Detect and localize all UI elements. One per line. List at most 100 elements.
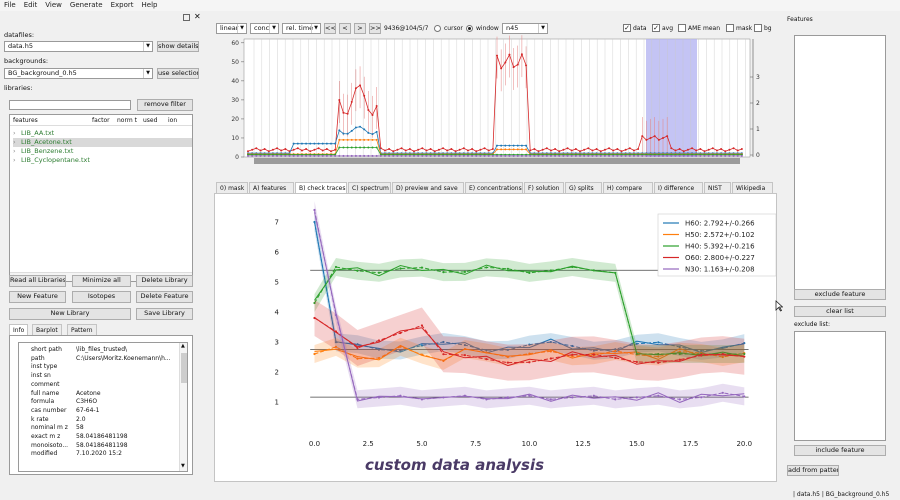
overview-point xyxy=(330,154,332,157)
col-used[interactable]: used xyxy=(143,117,158,124)
overview-point xyxy=(516,154,519,157)
ame-mean-checkbox[interactable] xyxy=(678,24,686,32)
data-checkbox[interactable]: ✓ xyxy=(623,24,631,32)
minimize-all-button[interactable]: Minimize all xyxy=(72,275,131,287)
time-select[interactable]: rel. time ▼ xyxy=(282,23,321,34)
bg-checkbox[interactable] xyxy=(754,24,762,32)
tree-expand-icon[interactable]: › xyxy=(13,138,16,146)
overview-point xyxy=(657,138,660,141)
col-norm-t[interactable]: norm t xyxy=(117,117,137,124)
library-row-benzene[interactable]: › LIB_Benzene.txt xyxy=(13,147,74,155)
overview-point xyxy=(305,142,308,145)
overview-plot[interactable]: 0 10 20 30 40 50 60 0 1 2 3 xyxy=(214,35,774,165)
info-key: short path xyxy=(31,346,62,353)
last-button[interactable]: >> xyxy=(369,23,381,34)
cursor-radio[interactable] xyxy=(434,25,441,32)
menu-generate[interactable]: Generate xyxy=(69,1,103,9)
tab-wikipedia[interactable]: Wikipedia xyxy=(732,182,773,193)
menu-help[interactable]: Help xyxy=(141,1,158,9)
add-from-pattern-button[interactable]: add from pattern xyxy=(787,465,839,476)
overview-point xyxy=(587,154,590,157)
new-feature-button[interactable]: New Feature xyxy=(9,291,66,303)
tab-barplot[interactable]: Barplot xyxy=(32,324,62,335)
overview-point xyxy=(554,154,557,157)
tab-d-preview-and-save[interactable]: D) preview and save xyxy=(392,182,464,193)
tree-expand-icon[interactable]: › xyxy=(13,156,16,164)
overview-point xyxy=(475,150,478,153)
col-features[interactable]: features xyxy=(13,117,38,124)
tab-g-splits[interactable]: G) splits xyxy=(565,182,602,193)
library-row-cyclopentane[interactable]: › LIB_Cyclopentane.txt xyxy=(13,156,90,164)
trace-point xyxy=(377,348,381,351)
isotopes-button[interactable]: Isotopes xyxy=(72,291,131,303)
save-library-button[interactable]: Save Library xyxy=(136,308,193,320)
tab-i-difference[interactable]: I) difference xyxy=(654,182,703,193)
tree-expand-icon[interactable]: › xyxy=(13,129,16,137)
unit-select[interactable]: conc ▼ xyxy=(250,23,279,34)
scale-select[interactable]: linear ▼ xyxy=(216,23,247,34)
tree-expand-icon[interactable]: › xyxy=(13,147,16,155)
first-button[interactable]: << xyxy=(324,23,336,34)
overview-point xyxy=(570,149,573,152)
library-filter-input[interactable] xyxy=(9,100,131,110)
info-value: 58 xyxy=(76,424,84,432)
overview-point xyxy=(359,146,362,149)
library-row-acetone[interactable]: › LIB_Acetone.txt xyxy=(13,138,192,147)
avg-checkbox[interactable]: ✓ xyxy=(652,24,660,32)
vertical-scrollbar[interactable]: ▲ ▼ xyxy=(179,343,187,471)
dock-close-icon[interactable]: ✕ xyxy=(194,12,201,21)
tab-pattern[interactable]: Pattern xyxy=(67,324,97,335)
overview-chart[interactable]: 0 10 20 30 40 50 60 0 1 2 3 xyxy=(214,35,774,165)
overview-point xyxy=(292,154,295,157)
overview-point xyxy=(525,148,528,151)
menu-file[interactable]: File xyxy=(4,1,16,9)
tab-h-compare[interactable]: H) compare xyxy=(603,182,653,193)
clear-list-button[interactable]: clear list xyxy=(794,306,886,317)
features-list[interactable] xyxy=(794,35,886,295)
tab-c-spectrum[interactable]: C) spectrum xyxy=(348,182,391,193)
overview-point xyxy=(313,148,316,151)
overview-point xyxy=(736,154,739,157)
next-button[interactable]: > xyxy=(354,23,366,34)
y-tick-label: 30 xyxy=(231,97,239,104)
menu-export[interactable]: Export xyxy=(110,1,134,9)
col-ion[interactable]: ion xyxy=(168,117,178,124)
read-all-libraries-button[interactable]: Read all Libraries xyxy=(9,275,66,287)
tab-nist[interactable]: NIST xyxy=(704,182,731,193)
datafile-select[interactable]: data.h5 ▼ xyxy=(4,41,153,52)
remove-filter-button[interactable]: remove filter xyxy=(137,99,193,111)
new-library-button[interactable]: New Library xyxy=(9,308,131,320)
menu-edit[interactable]: Edit xyxy=(23,1,38,9)
include-feature-button[interactable]: include feature xyxy=(794,445,886,456)
tab-0-mask[interactable]: 0) mask xyxy=(216,182,248,193)
overview-point xyxy=(450,154,453,157)
window-select[interactable]: n45 ▼ xyxy=(502,23,548,34)
background-select[interactable]: BG_background_0.h5 ▼ xyxy=(4,68,153,79)
tab-a-features[interactable]: A) features xyxy=(249,182,294,193)
library-tree[interactable]: features factor norm t used ion › LIB_AA.… xyxy=(9,114,193,282)
use-selection-button[interactable]: use selection xyxy=(157,68,199,79)
show-details-button[interactable]: show details xyxy=(157,41,199,52)
dock-float-icon[interactable] xyxy=(183,14,190,21)
tab-b-check-traces[interactable]: B) check traces xyxy=(295,182,347,193)
window-radio[interactable] xyxy=(466,25,473,32)
library-row-aa[interactable]: › LIB_AA.txt xyxy=(13,129,55,137)
tab-e-concentrations[interactable]: E) concentrations xyxy=(465,182,523,193)
exclude-feature-button[interactable]: exclude feature xyxy=(794,289,886,300)
exclude-list[interactable] xyxy=(794,331,886,441)
prev-button[interactable]: < xyxy=(339,23,351,34)
menu-view[interactable]: View xyxy=(45,1,62,9)
overview-point xyxy=(599,154,602,157)
scroll-thumb[interactable] xyxy=(181,353,187,383)
scroll-up-icon[interactable]: ▲ xyxy=(181,343,185,349)
overview-point xyxy=(591,149,594,152)
tab-f-solution[interactable]: F) solution xyxy=(524,182,564,193)
overview-point xyxy=(670,147,673,150)
delete-feature-button[interactable]: Delete Feature xyxy=(136,291,193,303)
col-factor[interactable]: factor xyxy=(92,117,110,124)
tab-info[interactable]: Info xyxy=(9,324,29,335)
check-traces-chart[interactable]: 0.0 2.5 5.0 7.5 10.0 12.5 15.0 17.5 20.0 1 2 3 4 5 6 7 H… xyxy=(215,194,776,481)
scroll-down-icon[interactable]: ▼ xyxy=(181,463,185,469)
mask-checkbox[interactable] xyxy=(726,24,734,32)
delete-library-button[interactable]: Delete Library xyxy=(136,275,193,287)
